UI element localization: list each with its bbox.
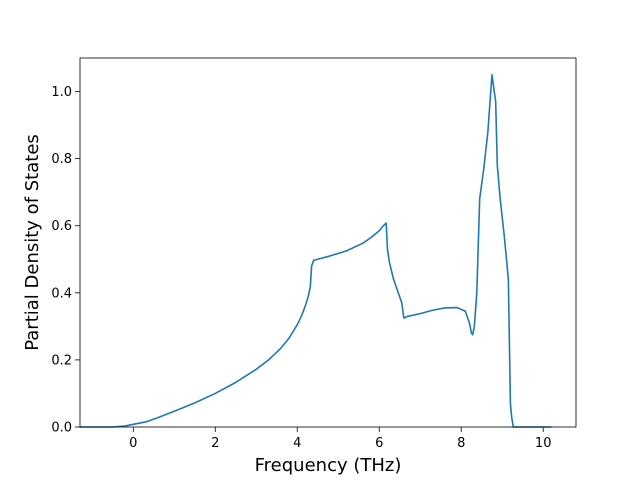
x-tick-label: 2 <box>211 436 219 451</box>
x-tick-label: 10 <box>535 436 552 451</box>
y-tick-label: 0.0 <box>51 421 72 436</box>
ticks-layer: 0 2 4 6 8 10 0.0 0.2 0.4 0.6 0.8 1.0 <box>51 85 551 451</box>
series-line <box>79 73 552 428</box>
y-tick-label: 1.0 <box>51 85 72 100</box>
y-tick-label: 0.6 <box>51 219 72 234</box>
x-tick-label: 4 <box>293 436 301 451</box>
x-tick-label: 6 <box>375 436 383 451</box>
x-tick-label: 8 <box>457 436 465 451</box>
x-tick-label: 0 <box>129 436 137 451</box>
y-tick-label: 0.8 <box>51 152 72 167</box>
y-tick-label: 0.4 <box>51 286 72 301</box>
series-layer <box>79 73 552 428</box>
y-tick-label: 0.2 <box>51 353 72 368</box>
axes-frame <box>79 57 577 428</box>
y-axis-label: Partial Density of States <box>22 134 43 351</box>
x-axis-label: Frequency (THz) <box>255 455 402 476</box>
